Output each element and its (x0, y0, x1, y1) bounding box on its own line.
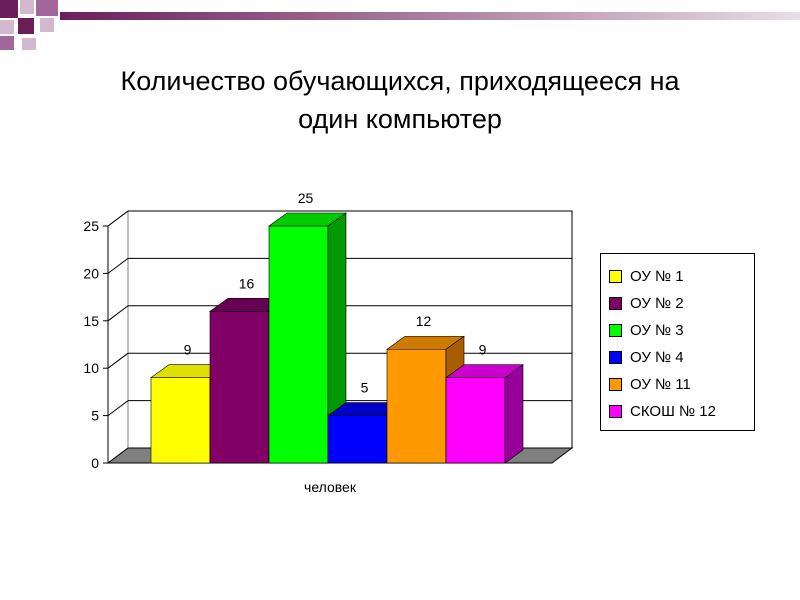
legend-swatch (609, 297, 622, 310)
slide-title-line-2: один компьютер (298, 104, 502, 134)
legend-swatch (609, 351, 622, 364)
gridline-side (107, 352, 129, 369)
gridline-side (107, 210, 129, 227)
chart-legend: ОУ № 1 ОУ № 2 ОУ № 3 ОУ № 4 ОУ № 11 СКОШ № 12 (600, 253, 755, 431)
y-tick-label: 0 (91, 455, 99, 471)
deco-square (40, 18, 54, 32)
deco-square (18, 18, 34, 34)
bar-side (504, 364, 524, 464)
legend-item: ОУ № 1 (609, 263, 754, 290)
legend-swatch (609, 405, 622, 418)
bar-top (268, 212, 347, 227)
legend-swatch (609, 270, 622, 283)
legend-item: СКОШ № 12 (609, 398, 754, 425)
bar (445, 377, 506, 464)
y-tick-label: 10 (83, 360, 99, 376)
data-label: 9 (184, 342, 192, 358)
legend-label: ОУ № 4 (630, 349, 684, 366)
legend-item: ОУ № 11 (609, 371, 754, 398)
plot-side-wall (107, 210, 129, 464)
data-label: 25 (298, 190, 314, 206)
bar (327, 415, 388, 464)
bar (150, 377, 211, 464)
bar (268, 225, 329, 464)
deco-square (0, 36, 14, 50)
legend-label: ОУ № 2 (630, 295, 684, 312)
y-tick-label: 25 (83, 218, 99, 234)
slide-title-line-1: Количество обучающихся, приходящееся на (120, 66, 680, 96)
legend-item: ОУ № 2 (609, 290, 754, 317)
legend-label: ОУ № 11 (630, 376, 691, 393)
legend-swatch (609, 378, 622, 391)
bar (209, 311, 270, 464)
x-axis-category-label: человек (304, 479, 357, 495)
gridline-side (107, 257, 129, 274)
data-label: 16 (239, 275, 255, 291)
legend-label: СКОШ № 12 (630, 403, 716, 420)
deco-square (20, 0, 34, 14)
data-label: 12 (416, 313, 432, 329)
legend-label: ОУ № 3 (630, 322, 684, 339)
gridline-side (107, 400, 129, 417)
gridline-side (107, 305, 129, 322)
deco-square (36, 0, 58, 16)
data-label: 9 (479, 342, 487, 358)
bar-top (386, 335, 465, 350)
legend-swatch (609, 324, 622, 337)
data-label: 5 (361, 380, 369, 396)
y-tick-label: 5 (91, 408, 99, 424)
bar-top (445, 364, 524, 378)
legend-label: ОУ № 1 (630, 268, 684, 285)
legend-item: ОУ № 3 (609, 317, 754, 344)
legend-item: ОУ № 4 (609, 344, 754, 371)
slide-title: Количество обучающихся, приходящееся на … (60, 62, 740, 138)
y-tick-label: 15 (83, 313, 99, 329)
deco-square (0, 20, 14, 34)
y-tick-label: 20 (83, 265, 99, 281)
bar (386, 348, 447, 464)
deco-square (22, 38, 36, 50)
deco-square (0, 0, 18, 18)
top-rule-fade (60, 12, 800, 20)
